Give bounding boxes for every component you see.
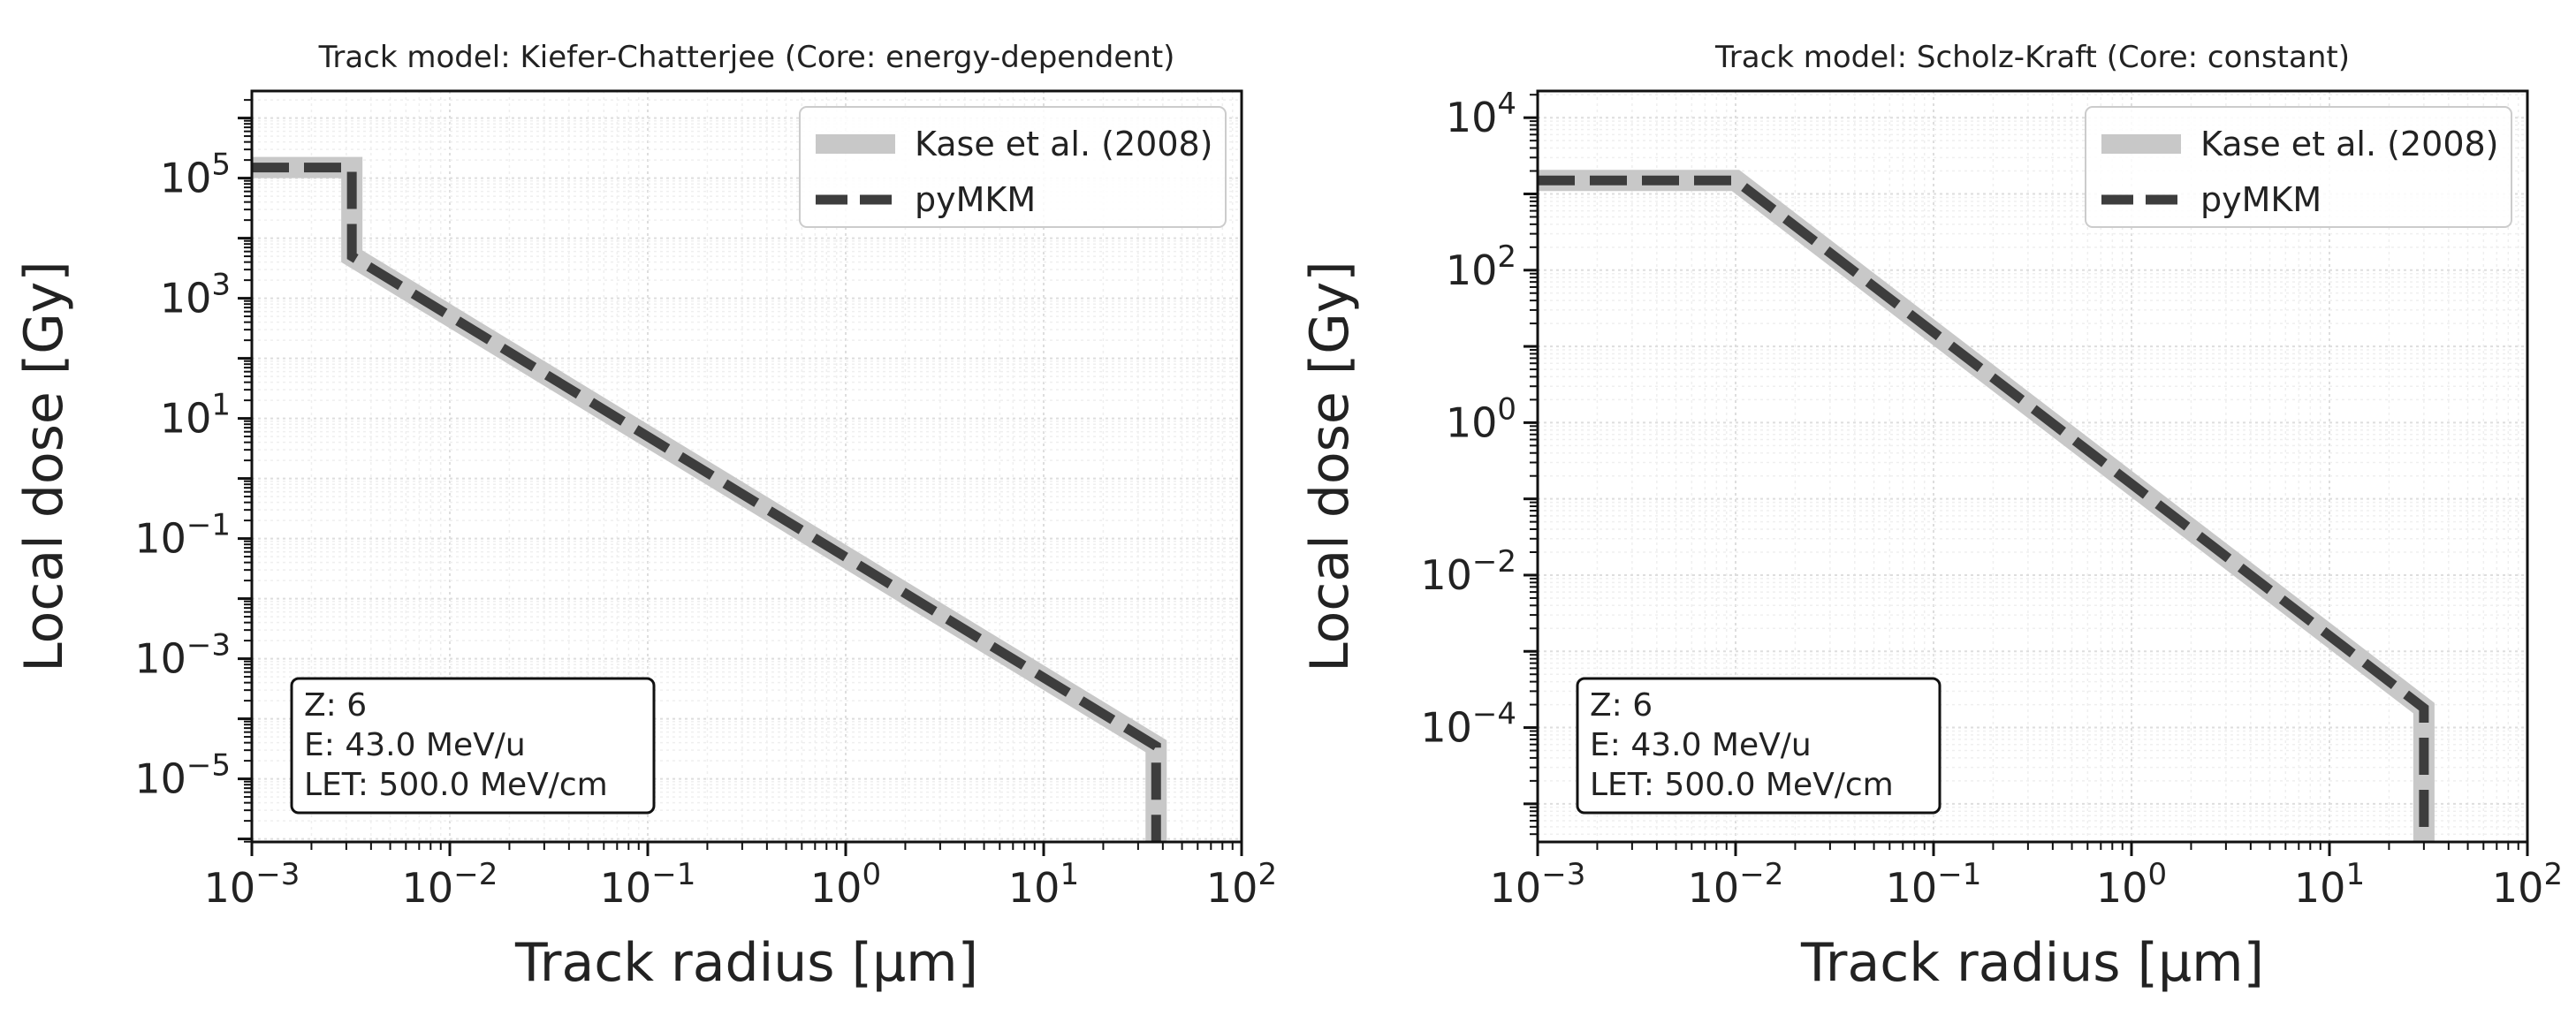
y-tick-label: 10−2: [1420, 544, 1516, 599]
x-tick-label: 10−2: [1688, 857, 1784, 912]
info-line: LET: 500.0 MeV/cm: [304, 767, 608, 803]
y-tick-label: 102: [1446, 239, 1516, 294]
data-area: [1538, 170, 2435, 842]
x-tick-label: 10−1: [600, 857, 696, 912]
plot-frame: [1536, 89, 2529, 844]
y-tick-label: 104: [1446, 87, 1516, 141]
y-tick-label: 103: [160, 268, 231, 322]
series-line-pymkm: [252, 163, 1161, 842]
y-tick-label: 10−4: [1420, 697, 1516, 752]
y-axis-label: Local dose [Gy]: [1299, 261, 1361, 671]
legend: Kase et al. (2008) pyMKM: [799, 106, 1227, 228]
x-tick-label: 101: [2294, 857, 2365, 912]
info-box: Z: 6E: 43.0 MeV/u LET: 500.0 MeV/cm: [1576, 677, 1941, 815]
y-tick-label: 10−3: [134, 628, 231, 683]
y-tick-label: 101: [160, 388, 231, 443]
info-line: Z: 6: [1590, 687, 1653, 724]
info-box: Z: 6E: 43.0 MeV/u LET: 500.0 MeV/cm: [290, 677, 656, 815]
info-box-frame: [1576, 677, 1941, 815]
legend: Kase et al. (2008) pyMKM: [2085, 106, 2512, 228]
chart-title: Track model: Kiefer-Chatterjee (Core: en…: [318, 40, 1175, 75]
y-axis-label: Local dose [Gy]: [13, 261, 75, 671]
info-line: LET: 500.0 MeV/cm: [1590, 767, 1894, 803]
x-axis-label: Track radius [μm]: [514, 932, 978, 994]
x-tick-label: 100: [2096, 857, 2167, 912]
chart-panel-2: 10−3 10−2 10−1 100 101 102 104 102 100 10−2 10−4 Tr…: [1299, 40, 2563, 994]
legend-box: [2085, 106, 2512, 228]
legend-box: [799, 106, 1227, 228]
x-tick-label: 101: [1008, 857, 1079, 912]
x-axis-label: Track radius [μm]: [1800, 932, 2264, 994]
info-line: Z: 6: [304, 687, 367, 724]
x-tick-label: 102: [2492, 857, 2563, 912]
x-tick-label: 100: [810, 857, 881, 912]
y-tick-label: 105: [160, 148, 231, 202]
chart-panel-1: 10−3 10−2 10−1 100 101 102 105 103 101 10−1 10−3 10…: [13, 40, 1277, 994]
x-tick-label: 102: [1206, 857, 1277, 912]
x-tick-label: 10−1: [1886, 857, 1982, 912]
x-tick-label: 10−3: [204, 857, 300, 912]
data-area: [252, 156, 1167, 842]
y-tick-label: 10−5: [134, 748, 231, 803]
info-box-frame: [290, 677, 656, 815]
x-tick-label: 10−3: [1490, 857, 1586, 912]
legend-label: pyMKM: [2200, 180, 2321, 219]
info-line: E: 43.0 MeV/u: [304, 727, 526, 763]
plot-frame: [250, 89, 1243, 844]
legend-label: pyMKM: [915, 180, 1036, 219]
chart-title: Track model: Scholz-Kraft (Core: constan…: [1714, 40, 2350, 75]
y-tick-label: 100: [1446, 391, 1516, 446]
x-tick-label: 10−2: [402, 857, 498, 912]
legend-label: Kase et al. (2008): [915, 125, 1213, 163]
y-tick-label: 10−1: [134, 508, 231, 563]
info-line: E: 43.0 MeV/u: [1590, 727, 1812, 763]
series-line-pymkm: [1538, 175, 2429, 842]
legend-label: Kase et al. (2008): [2200, 125, 2499, 163]
